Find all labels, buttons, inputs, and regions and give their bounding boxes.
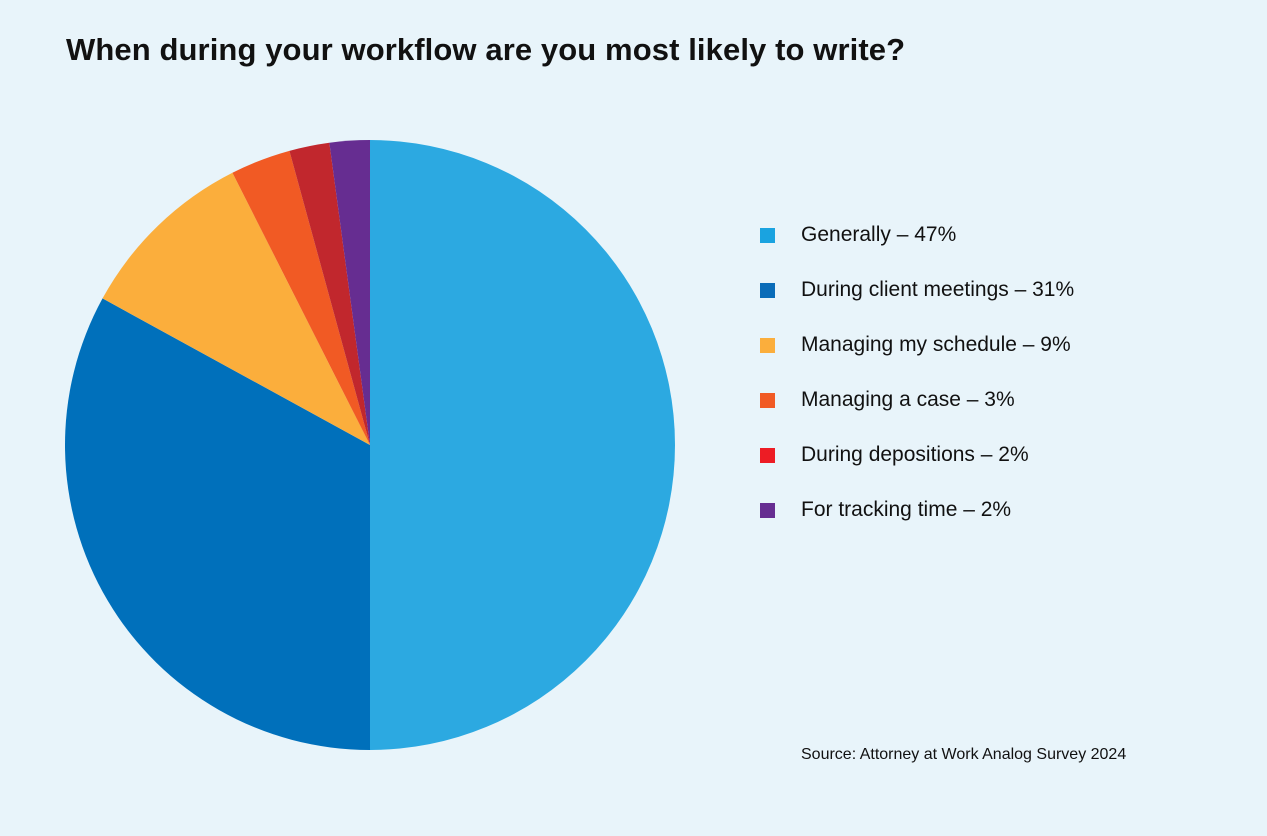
legend-label: During client meetings – 31% — [801, 278, 1075, 301]
chart-title: When during your workflow are you most l… — [66, 32, 906, 67]
pie-slice-6 — [329, 140, 370, 445]
legend-swatch — [760, 337, 775, 353]
legend-item-5: During depositions – 2% — [760, 436, 1074, 474]
pie-slice-4 — [232, 150, 370, 445]
legend-item-6: For tracking time – 2% — [760, 491, 1074, 529]
chart-legend: Generally – 47% During client meetings – … — [760, 216, 1074, 546]
pie-slice-1 — [370, 140, 675, 750]
legend-item-2: During client meetings – 31% — [760, 271, 1074, 309]
pie-chart — [64, 140, 675, 750]
legend-label: For tracking time – 2% — [801, 498, 1012, 521]
legend-item-1: Generally – 47% — [760, 216, 1074, 254]
legend-swatch — [760, 227, 775, 243]
pie-slice-2 — [64, 298, 370, 750]
legend-label: Managing my schedule – 9% — [801, 333, 1071, 356]
legend-label: During depositions – 2% — [801, 443, 1029, 466]
legend-item-4: Managing a case – 3% — [760, 381, 1074, 419]
pie-slice-5 — [289, 142, 370, 445]
legend-label: Generally – 47% — [801, 223, 957, 246]
legend-item-3: Managing my schedule – 9% — [760, 326, 1074, 364]
legend-swatch — [760, 392, 775, 408]
legend-label: Managing a case – 3% — [801, 388, 1015, 411]
pie-slice-3 — [102, 172, 370, 445]
legend-swatch — [760, 447, 775, 463]
legend-swatch — [760, 282, 775, 298]
source-note: Source: Attorney at Work Analog Survey 2… — [801, 746, 1127, 763]
legend-swatch — [760, 502, 775, 518]
